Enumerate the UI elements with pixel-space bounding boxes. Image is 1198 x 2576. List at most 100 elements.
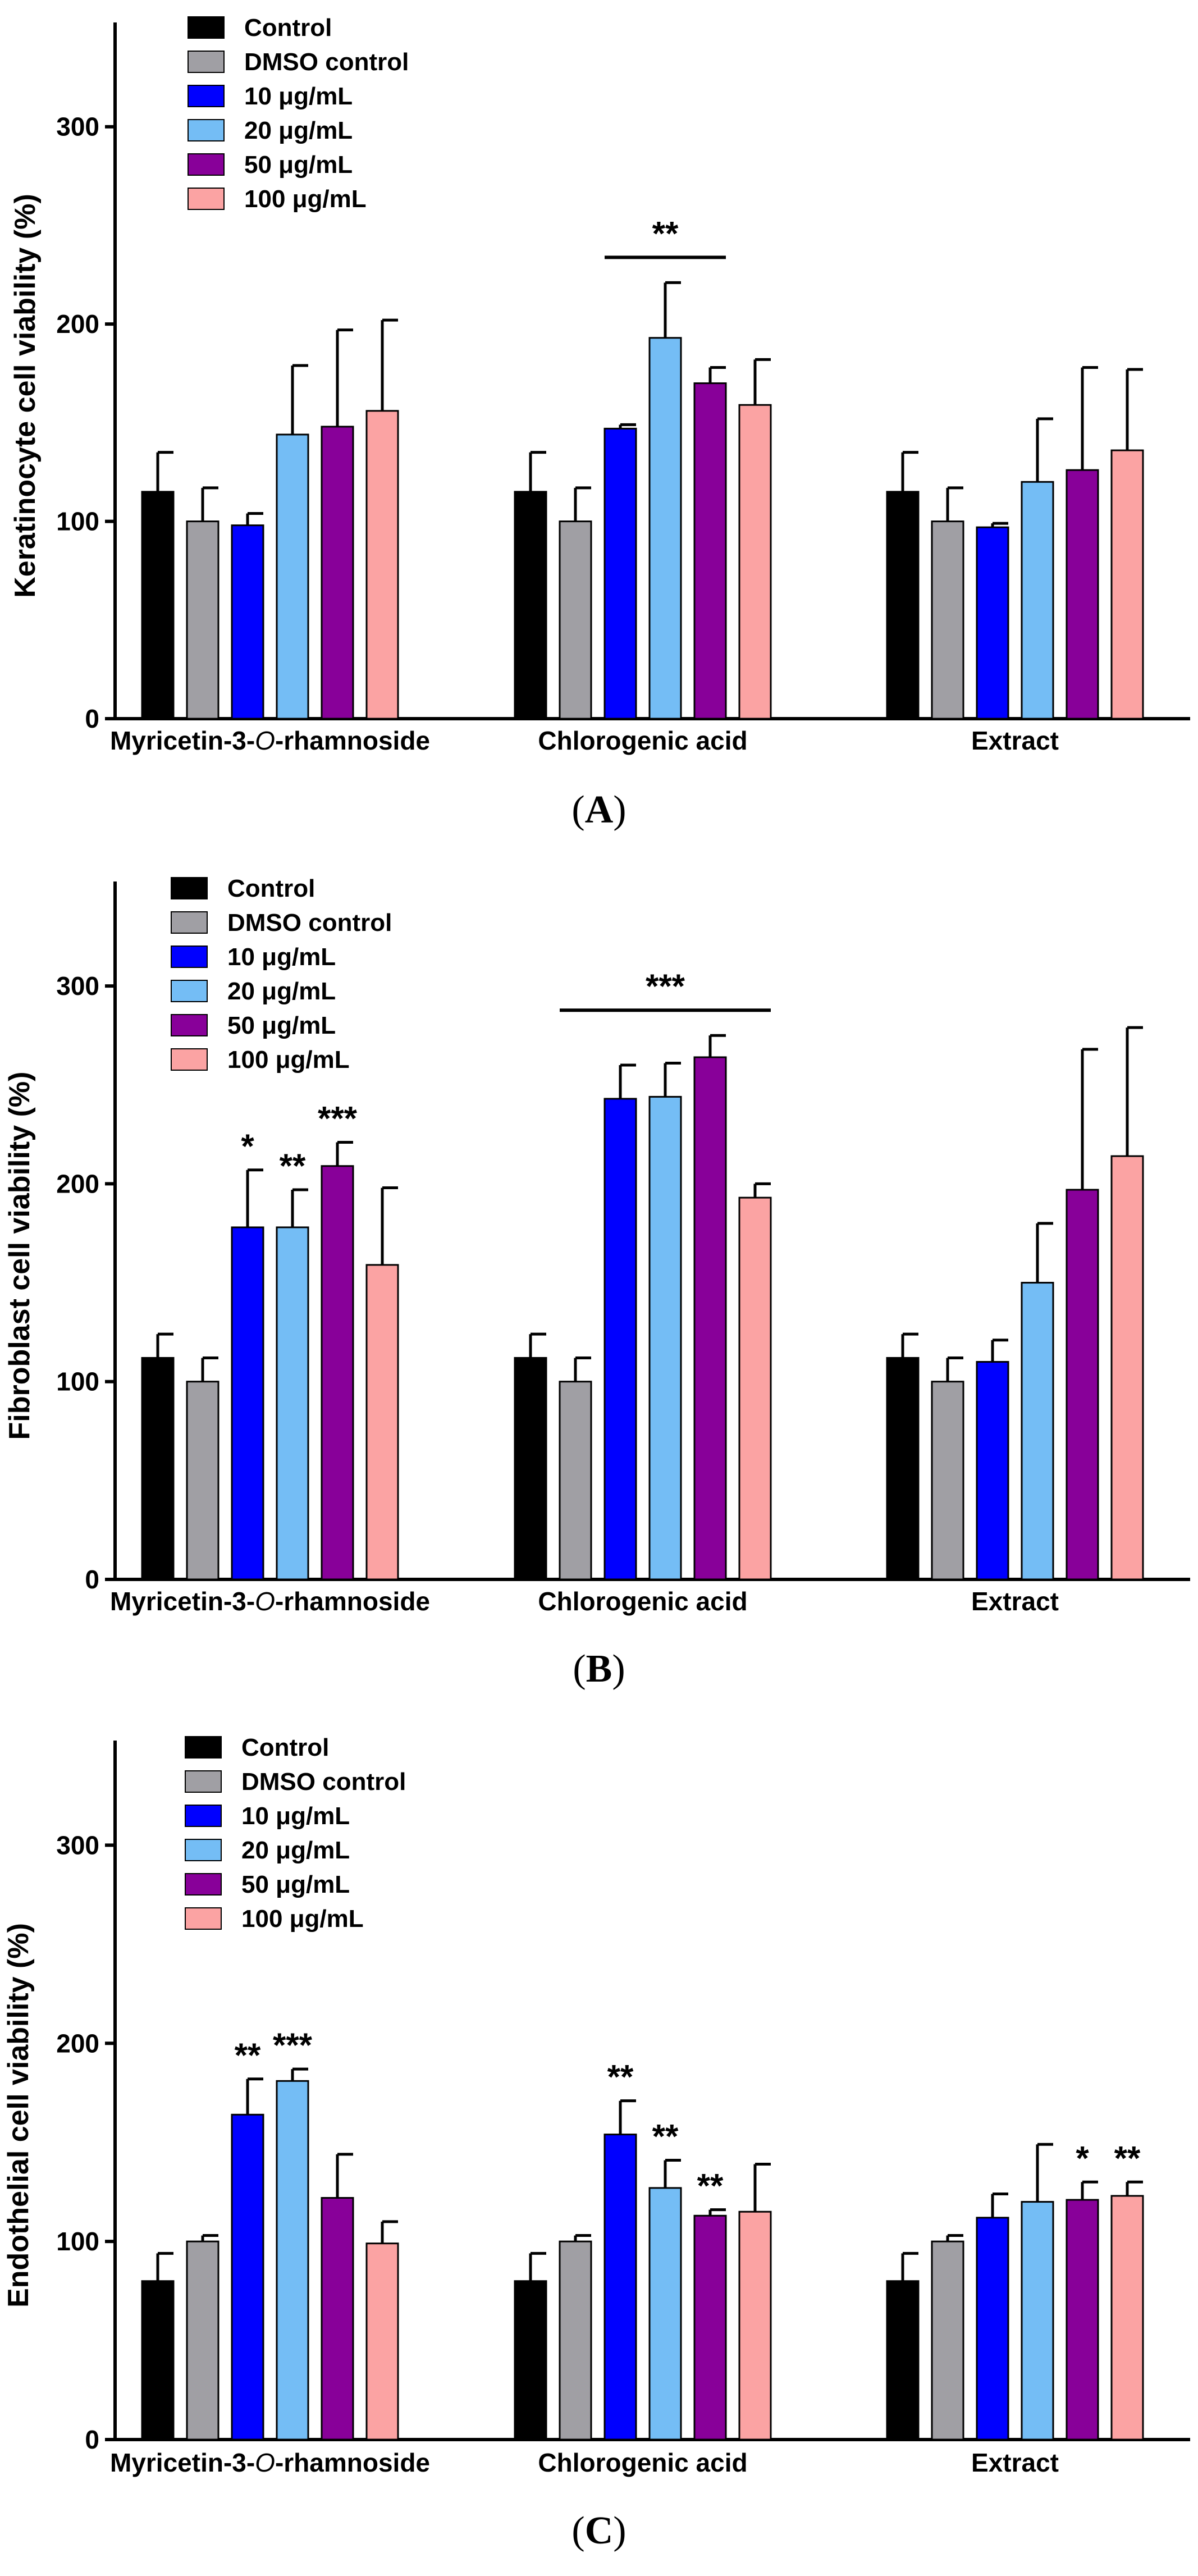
y-tick-label: 300 — [56, 971, 99, 1001]
bar-1-1-5 — [738, 404, 772, 720]
bar-2-1-1 — [559, 1381, 592, 1581]
legend-swatch — [185, 1736, 222, 1759]
bar-3-1-2 — [603, 2134, 637, 2441]
legend-entry: 10 μg/mL — [227, 943, 336, 971]
bar-1-2-4 — [1066, 469, 1099, 720]
x-category-label: Myricetin-3-O-rhamnoside — [110, 2448, 430, 2477]
bar-1-2-0 — [886, 491, 920, 720]
legend-swatch — [171, 1048, 208, 1071]
y-tick-label: 100 — [56, 507, 99, 536]
legend-entry: 10 μg/mL — [244, 83, 353, 110]
panel-label: (A) — [571, 788, 626, 832]
bar-1-1-2 — [603, 427, 637, 720]
y-tick-label: 200 — [56, 1169, 99, 1198]
bar-2-1-0 — [514, 1356, 547, 1581]
x-category-label: Extract — [971, 1587, 1059, 1616]
bar-1-0-1 — [186, 520, 220, 720]
legend-swatch — [188, 16, 225, 39]
legend-entry: 100 μg/mL — [241, 1905, 364, 1933]
y-tick-label: 300 — [56, 112, 99, 141]
bar-2-0-0 — [141, 1356, 175, 1581]
legend-swatch — [185, 1805, 222, 1827]
legend-swatch — [188, 119, 225, 141]
legend-entry: Control — [244, 14, 332, 42]
bar-2-1-5 — [738, 1196, 772, 1581]
bar-2-2-1 — [931, 1381, 964, 1581]
legend: Control DMSO control 10 μg/mL 20 μg/mL 50 μg… — [185, 1734, 406, 1933]
x-category-label: Extract — [971, 2448, 1059, 2477]
legend-swatch — [171, 946, 208, 968]
bar-3-0-2 — [231, 2113, 264, 2441]
bar-3-1-5 — [738, 2210, 772, 2441]
bar-3-2-2 — [976, 2217, 1009, 2441]
bar-1-1-4 — [693, 382, 727, 720]
y-axis-label: Endothelial cell viability (%) — [2, 1923, 35, 2308]
bar-2-1-4 — [693, 1056, 727, 1581]
x-category-label: Extract — [971, 726, 1059, 755]
significance-marker: ** — [652, 214, 679, 252]
bar-1-2-1 — [931, 520, 964, 720]
bar-1-0-2 — [231, 524, 264, 720]
bar-3-0-5 — [365, 2242, 399, 2441]
significance-marker: * — [241, 1127, 254, 1165]
legend-swatch — [171, 911, 208, 934]
x-category-label: Chlorogenic acid — [538, 1587, 747, 1616]
legend-entry: 100 μg/mL — [227, 1046, 350, 1074]
bar-3-2-3 — [1021, 2201, 1054, 2441]
significance-marker: ** — [607, 2058, 634, 2096]
chart-panel-3: 0 100 200 300 Endothelial cell viability (%)… — [2, 1734, 1190, 2552]
legend-swatch — [188, 188, 225, 210]
bar-3-2-5 — [1110, 2195, 1144, 2441]
bar-1-0-4 — [321, 426, 354, 720]
x-category-label: Chlorogenic acid — [538, 726, 747, 755]
bar-2-0-1 — [186, 1381, 220, 1581]
panel-label: (B) — [573, 1647, 625, 1691]
bar-2-0-3 — [276, 1226, 309, 1581]
y-tick-label: 200 — [56, 309, 99, 339]
legend-entry: 50 μg/mL — [227, 1012, 336, 1039]
legend-swatch — [185, 1907, 222, 1930]
bar-3-1-1 — [559, 2240, 592, 2441]
bar-2-2-4 — [1066, 1189, 1099, 1581]
y-tick-label: 0 — [85, 1565, 99, 1594]
significance-marker: ** — [1114, 2139, 1141, 2177]
significance-marker: ** — [235, 2036, 261, 2074]
legend-entry: 10 μg/mL — [241, 1802, 350, 1830]
bar-3-2-0 — [886, 2280, 920, 2441]
legend-entry: 20 μg/mL — [244, 117, 353, 144]
legend-swatch — [188, 85, 225, 107]
chart-panel-1: 0 100 200 300 Keratinocyte cell viability (%… — [9, 14, 1190, 832]
legend-swatch — [171, 980, 208, 1002]
legend-swatch — [171, 877, 208, 899]
bar-1-0-3 — [276, 433, 309, 720]
bar-2-2-0 — [886, 1356, 920, 1581]
panel-label: (C) — [571, 2509, 626, 2552]
x-category-label: Myricetin-3-O-rhamnoside — [110, 1587, 430, 1616]
legend-entry: DMSO control — [227, 909, 392, 937]
x-category-label: Chlorogenic acid — [538, 2448, 747, 2477]
legend-swatch — [188, 153, 225, 176]
legend-entry: DMSO control — [244, 48, 409, 76]
bar-3-1-4 — [693, 2214, 727, 2441]
legend-entry: 100 μg/mL — [244, 185, 367, 213]
bar-1-1-3 — [648, 337, 682, 720]
legend-entry: DMSO control — [241, 1768, 406, 1796]
bar-1-2-3 — [1021, 481, 1054, 720]
significance-marker: *** — [273, 2026, 313, 2064]
legend-entry: 50 μg/mL — [241, 1871, 350, 1898]
y-axis-label: Keratinocyte cell viability (%) — [9, 194, 42, 598]
y-tick-label: 100 — [56, 1367, 99, 1396]
significance-marker: ** — [652, 2117, 679, 2155]
legend-entry: 20 μg/mL — [241, 1837, 350, 1864]
x-category-label: Myricetin-3-O-rhamnoside — [110, 726, 430, 755]
bar-3-1-0 — [514, 2280, 547, 2441]
bar-3-2-1 — [931, 2240, 964, 2441]
bar-3-2-4 — [1066, 2199, 1099, 2441]
bar-2-0-4 — [321, 1165, 354, 1581]
significance-marker: ** — [697, 2167, 724, 2205]
bar-1-1-0 — [514, 491, 547, 720]
y-tick-label: 100 — [56, 2227, 99, 2256]
legend: Control DMSO control 10 μg/mL 20 μg/mL 50 μg… — [171, 875, 392, 1074]
bar-3-0-4 — [321, 2197, 354, 2441]
legend-swatch — [185, 1770, 222, 1793]
